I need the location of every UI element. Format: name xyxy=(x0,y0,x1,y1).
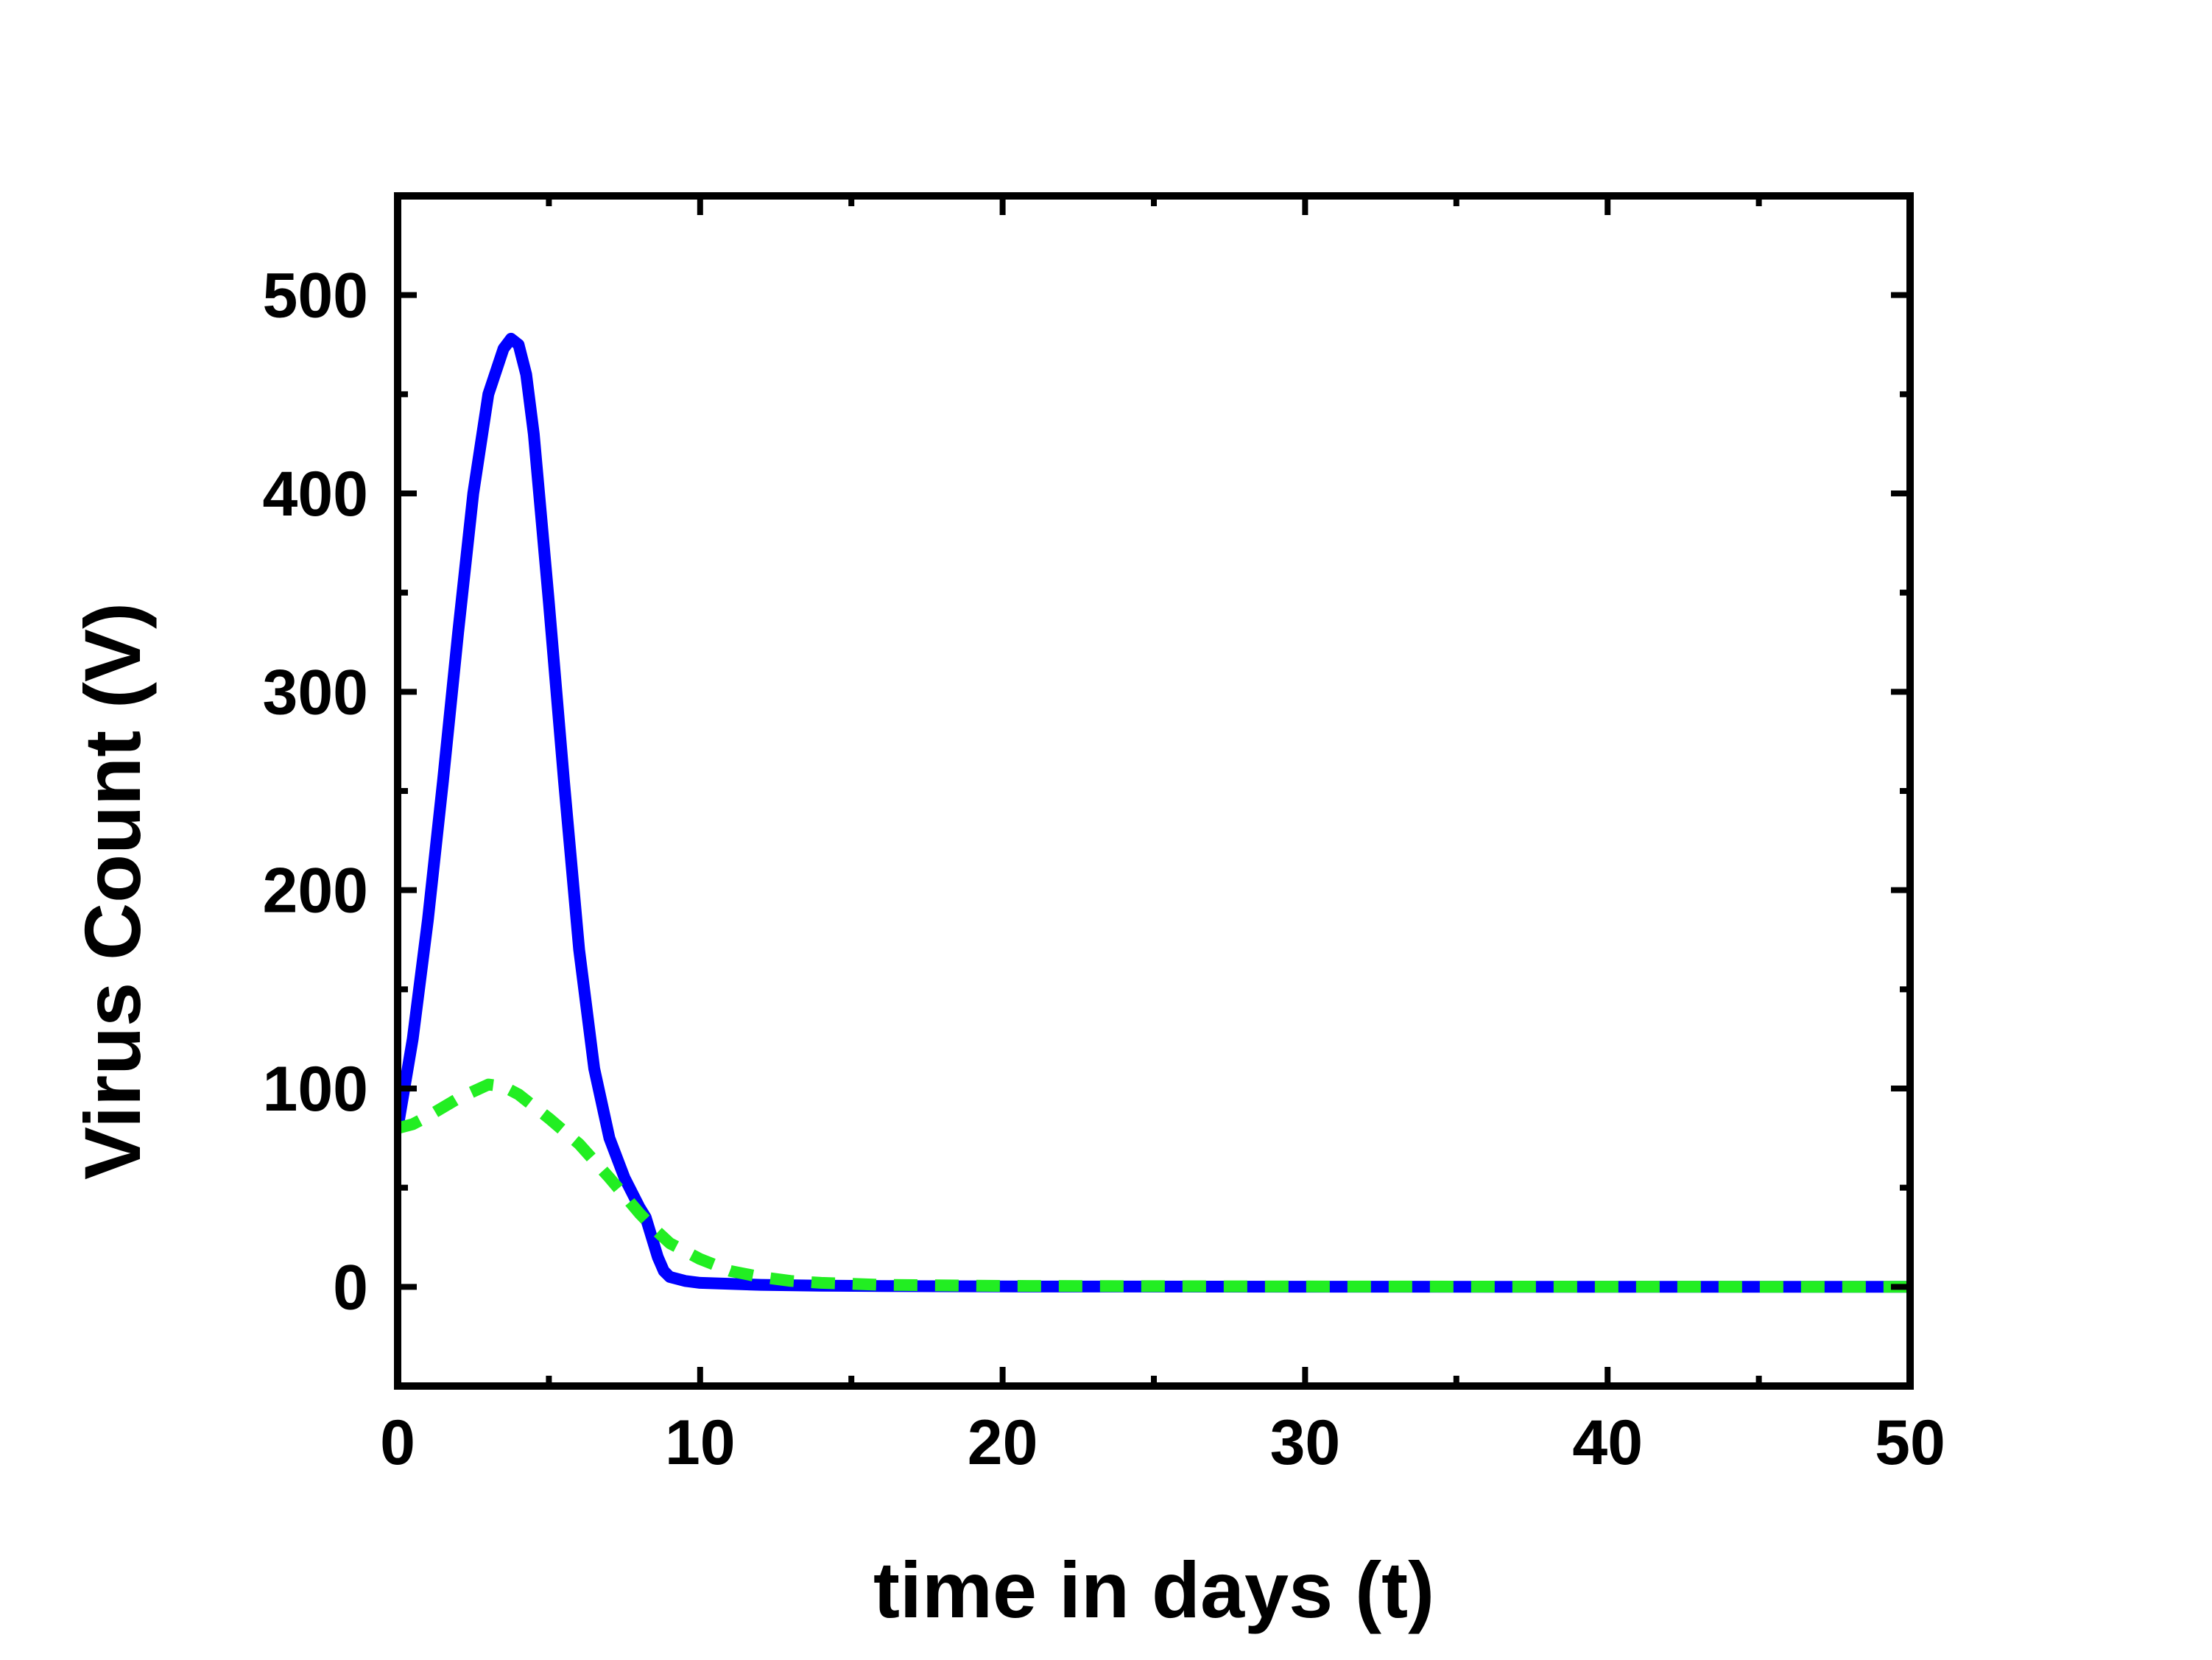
x-tick-label: 30 xyxy=(1270,1407,1341,1478)
y-tick-label: 0 xyxy=(333,1252,368,1323)
x-tick-label: 40 xyxy=(1572,1407,1643,1478)
y-tick-label: 300 xyxy=(263,657,369,728)
plot-frame xyxy=(394,192,1914,1390)
labels-layer: time in days (t) Virus Count (V) xyxy=(68,602,1434,1634)
y-tick-label: 200 xyxy=(263,856,369,926)
x-tick-label: 10 xyxy=(665,1407,736,1478)
x-tick-label: 0 xyxy=(380,1407,415,1478)
y-tick-label: 500 xyxy=(263,261,369,331)
plot-layer xyxy=(398,332,1910,1293)
y-tick-label: 100 xyxy=(263,1054,369,1125)
series-group xyxy=(398,332,1910,1293)
y-tick-label: 400 xyxy=(263,459,369,530)
series-line-1 xyxy=(398,332,1910,1293)
y-axis-title: Virus Count (V) xyxy=(68,602,157,1180)
x-tick-label: 50 xyxy=(1875,1407,1945,1478)
series-line-2 xyxy=(398,1078,1910,1293)
x-axis-title: time in days (t) xyxy=(873,1545,1434,1634)
x-tick-label: 20 xyxy=(968,1407,1038,1478)
